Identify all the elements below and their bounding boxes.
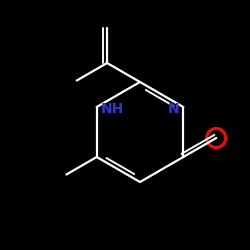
Text: NH: NH	[101, 102, 124, 116]
Text: N: N	[168, 102, 179, 116]
